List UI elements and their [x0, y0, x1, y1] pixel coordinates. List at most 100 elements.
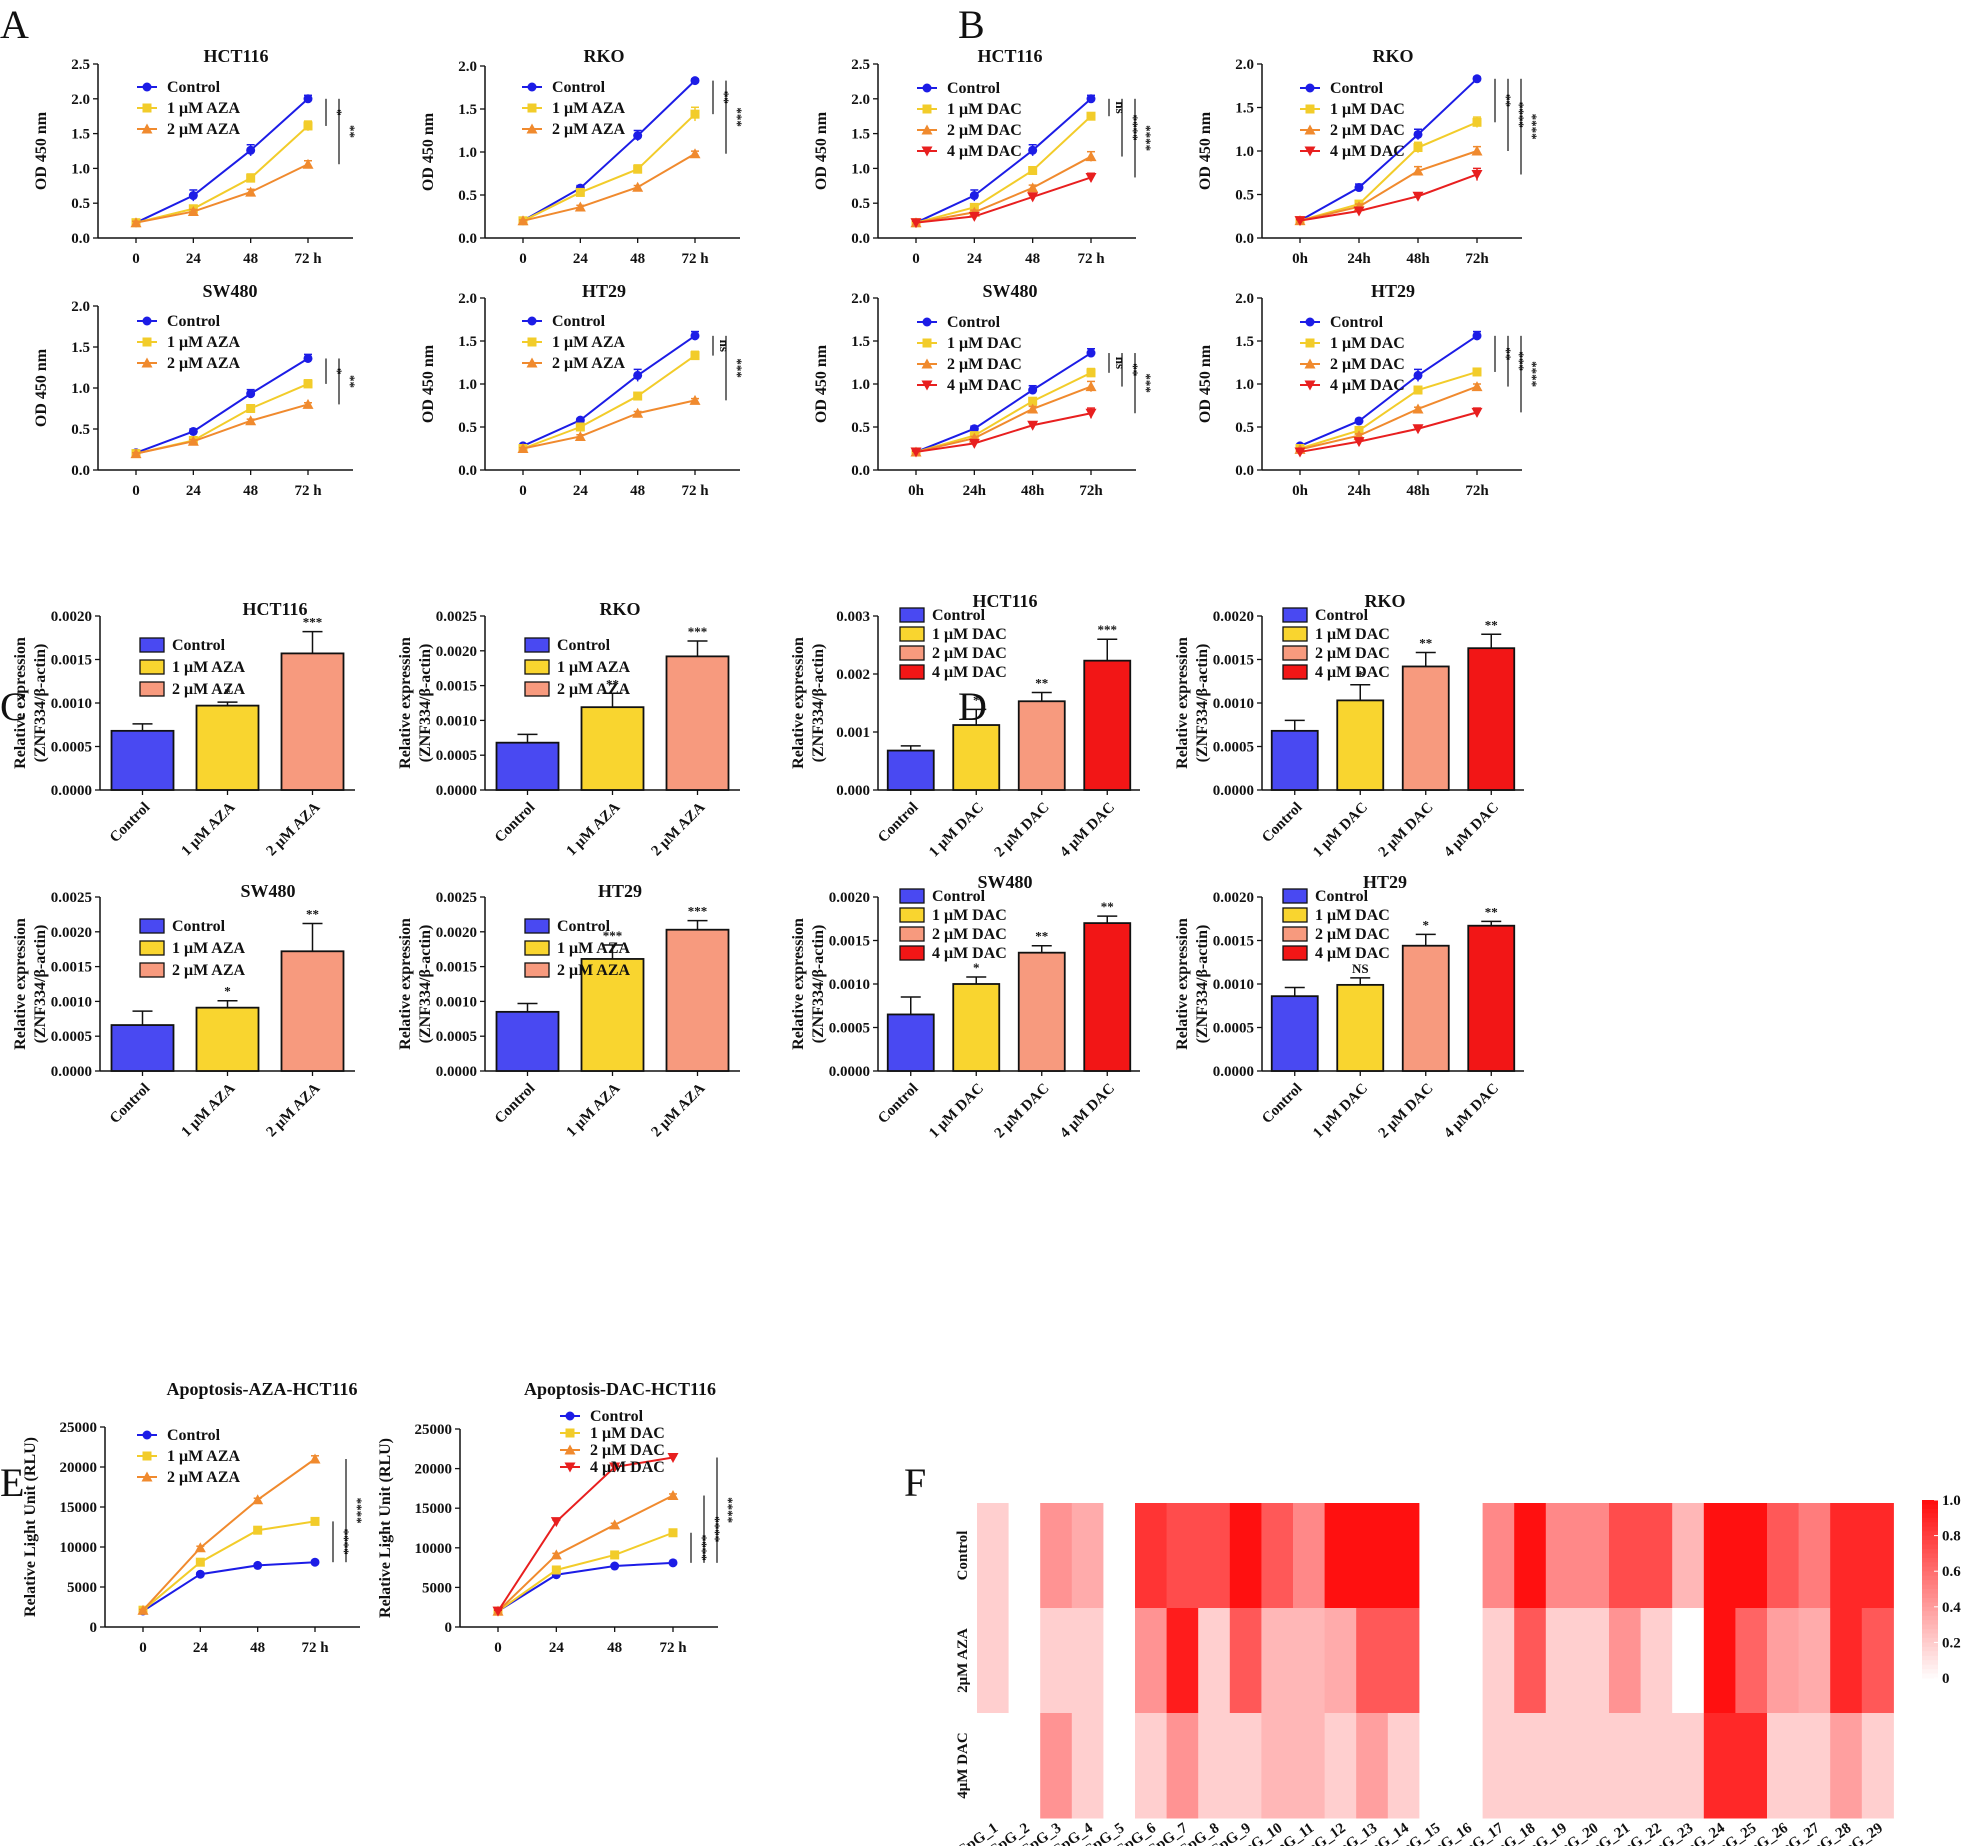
data-point [633, 370, 643, 380]
heatmap-cell [1798, 1503, 1831, 1609]
data-point [246, 173, 256, 183]
heatmap-cell [1609, 1503, 1642, 1609]
charts-layer: 0.0 0.5 1.0 1.5 2.0 2.5 HCT116 0 24 48 72 h OD 450 … [12, 46, 1961, 1846]
series-line [135, 403, 309, 455]
data-point [574, 201, 586, 212]
data-point [610, 1550, 620, 1560]
y-tick-label: 1.5 [458, 102, 477, 118]
significance-label: **** [1525, 361, 1540, 387]
data-point [1028, 145, 1038, 155]
y-tick-label: 0.0020 [51, 609, 92, 625]
bar [495, 741, 560, 791]
colorbar-segment [1922, 1557, 1938, 1563]
colorbar-segment [1922, 1580, 1938, 1586]
heatmap-cell [1672, 1608, 1705, 1714]
legend-label: 4 μM DAC [932, 664, 1007, 681]
y-tick-label: 0.0000 [436, 1064, 477, 1080]
legend-marker [921, 358, 933, 369]
heatmap-cell [1008, 1608, 1041, 1714]
x-tick-label: 1 μM AZA [179, 1080, 239, 1140]
data-point [1027, 182, 1039, 193]
data-point [246, 145, 256, 155]
x-tick-label: 2 μM AZA [264, 1080, 324, 1140]
chart-title: HCT116 [977, 46, 1042, 66]
data-point [303, 379, 313, 389]
data-point [1413, 385, 1423, 395]
y-axis-label: OD 450 nm [1197, 111, 1214, 190]
chart-title: SW480 [982, 281, 1037, 301]
legend-label: 4 μM DAC [1315, 664, 1390, 681]
significance-label: ** [1485, 904, 1498, 919]
legend-marker [565, 1411, 575, 1421]
data-point [1412, 424, 1424, 435]
bar [1083, 922, 1132, 1072]
y-axis-label: OD 450 nm [33, 111, 50, 190]
significance-label: *** [730, 107, 745, 127]
colorbar-segment [1922, 1540, 1938, 1546]
legend-label: 2 μM DAC [590, 1442, 665, 1459]
legend-marker [921, 146, 933, 157]
legend-label: 2 μM DAC [1315, 926, 1390, 943]
data-point [1028, 396, 1038, 406]
legend-label: 2 μM AZA [552, 355, 626, 372]
heatmap-cell [1387, 1713, 1420, 1819]
legend-label: 1 μM AZA [167, 100, 241, 117]
significance-label: ** [1485, 617, 1498, 632]
data-point [1471, 169, 1483, 180]
colorbar-segment [1922, 1562, 1938, 1568]
series-line [1299, 385, 1478, 451]
legend-label: 2 μM DAC [947, 122, 1022, 139]
x-tick-label: 24 [967, 251, 983, 267]
data-point [910, 447, 922, 458]
y-axis-label: Relative Light Unit (RLU) [22, 1437, 39, 1617]
data-point [968, 211, 980, 222]
significance-label: * [224, 685, 231, 700]
panel-label-a: A [0, 2, 29, 47]
legend-marker [527, 337, 537, 347]
data-point [969, 424, 979, 434]
significance-label: *** [303, 615, 323, 630]
data-point [1354, 183, 1364, 193]
heatmap-cell [1767, 1608, 1800, 1714]
heatmap-cell [1861, 1503, 1894, 1609]
heatmap-cell [1356, 1713, 1389, 1819]
y-tick-label: 0.0000 [1213, 783, 1254, 799]
legend-marker [1305, 104, 1315, 114]
x-tick-label: 2 μM DAC [992, 800, 1053, 861]
data-point [609, 1519, 621, 1530]
y-tick-label: 0.0 [851, 231, 870, 247]
x-tick-label: 4 μM DAC [1057, 800, 1118, 861]
data-point [492, 1606, 504, 1617]
heatmap-cell [1577, 1713, 1610, 1819]
colorbar-segment [1922, 1624, 1938, 1630]
x-tick-label: 72h [1079, 483, 1103, 499]
y-tick-label: 5000 [67, 1580, 97, 1596]
significance-label: ** [343, 375, 358, 388]
y-tick-label: 1.0 [851, 377, 870, 393]
chart-title: HCT116 [203, 46, 268, 66]
heatmap-cell [1419, 1713, 1452, 1819]
legend-swatch [139, 681, 165, 697]
significance-label: *** [730, 358, 745, 378]
colorbar-segment [1922, 1553, 1938, 1559]
legend-label: Control [1315, 607, 1369, 624]
bar [1017, 951, 1066, 1072]
legend-label: Control [557, 918, 611, 935]
colorbar-segment [1922, 1504, 1938, 1510]
series-line [915, 176, 1092, 224]
x-tick-label: 48 [1025, 251, 1040, 267]
heatmap-cell [1071, 1503, 1104, 1609]
y-tick-label: 0.0010 [1213, 977, 1254, 993]
data-point [550, 1517, 562, 1528]
y-tick-label: 0.0015 [1213, 934, 1254, 950]
data-point [689, 394, 701, 405]
colorbar-segment [1922, 1575, 1938, 1581]
legend-label: 4 μM DAC [932, 945, 1007, 962]
heatmap-cell [1261, 1713, 1294, 1819]
colorbar-segment [1922, 1535, 1938, 1541]
y-tick-label: 0.0000 [436, 783, 477, 799]
y-tick-label: 1.5 [851, 334, 870, 350]
significance-label: * [1423, 917, 1430, 932]
data-point [187, 435, 199, 446]
heatmap-row-label: 2μM AZA [955, 1628, 971, 1693]
